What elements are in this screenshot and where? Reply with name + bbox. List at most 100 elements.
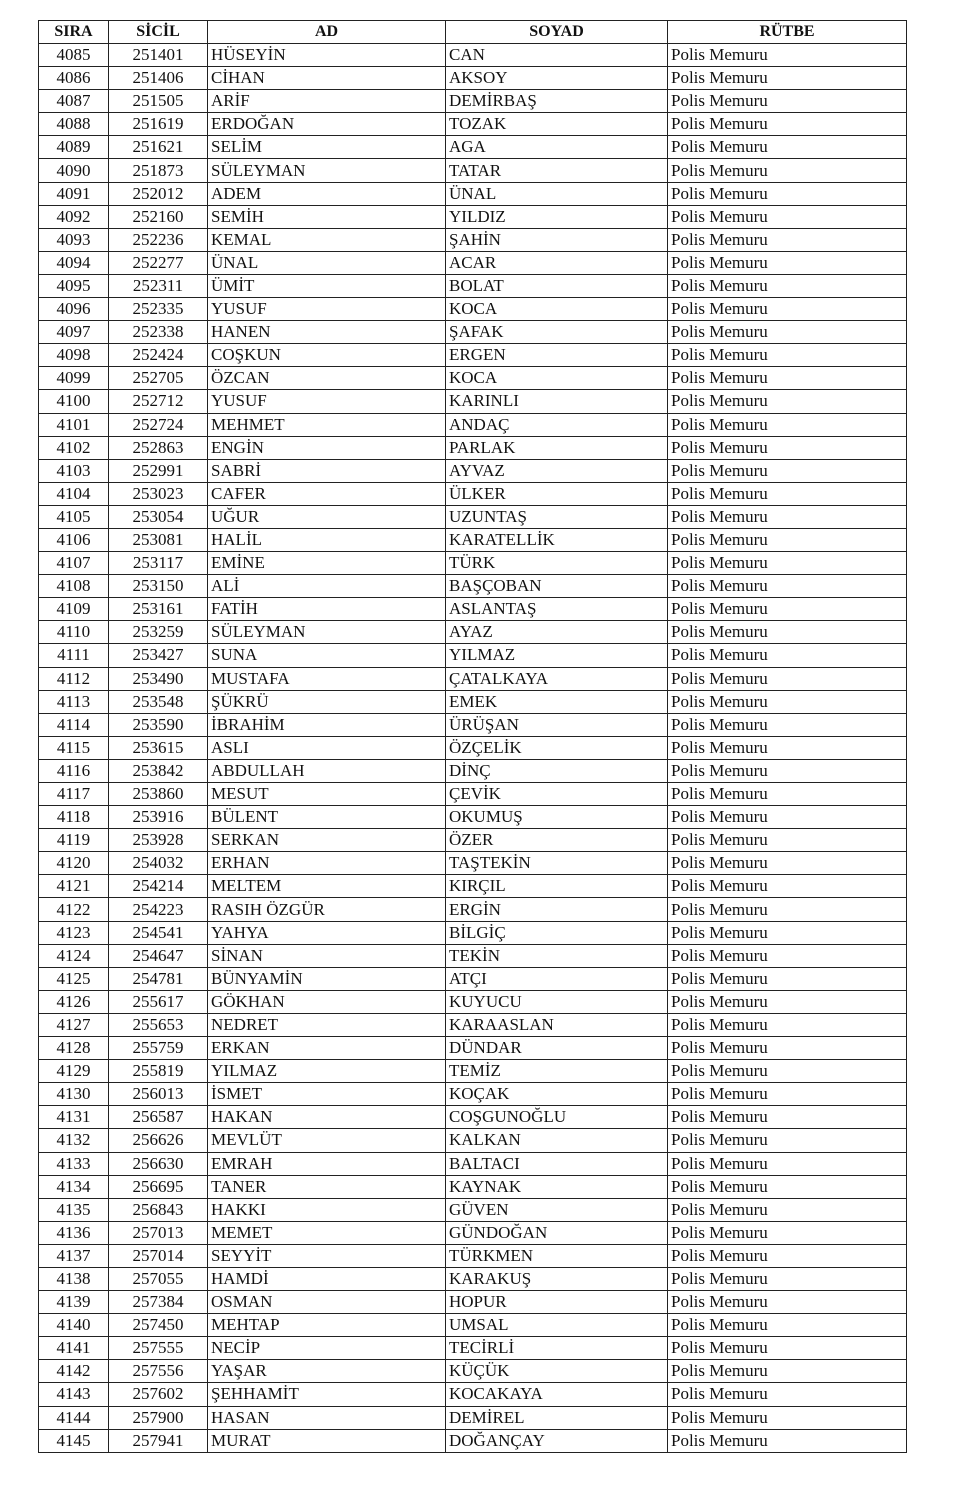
cell-sicil: 251406 (108, 66, 208, 91)
table-row: 4101 252724 MEHMET ANDAÇ Polis Memuru (38, 412, 907, 437)
cell-rutbe: Polis Memuru (667, 204, 907, 229)
cell-rutbe: Polis Memuru (667, 343, 907, 368)
cell-ad: SEYYİT (207, 1243, 446, 1268)
cell-sira: 4106 (38, 527, 109, 553)
cell-rutbe: Polis Memuru (667, 781, 907, 807)
cell-sicil: 255819 (108, 1059, 208, 1084)
cell-soyad: ERGİN (445, 897, 668, 922)
cell-sicil: 254223 (108, 897, 208, 922)
cell-sira: 4136 (38, 1220, 109, 1245)
cell-sicil: 255653 (108, 1012, 208, 1038)
cell-ad: SÜLEYMAN (207, 158, 446, 183)
table-row: 4089 251621 SELİM AGA Polis Memuru (38, 135, 907, 160)
cell-rutbe: Polis Memuru (667, 897, 907, 922)
cell-sicil: 254781 (108, 966, 208, 991)
cell-ad: İSMET (207, 1082, 446, 1107)
cell-ad: ALİ (207, 574, 446, 599)
cell-sira: 4134 (38, 1174, 109, 1199)
cell-sira: 4107 (38, 551, 109, 576)
cell-ad: BÜLENT (207, 805, 446, 830)
table-row: 4126 255617 GÖKHAN KUYUCU Polis Memuru (38, 989, 907, 1014)
cell-ad: FATİH (207, 597, 446, 622)
table-row: 4138 257055 HAMDİ KARAKUŞ Polis Memuru (38, 1266, 907, 1292)
cell-sicil: 251619 (108, 112, 208, 137)
cell-ad: ERHAN (207, 851, 446, 876)
cell-sicil: 252012 (108, 181, 208, 206)
table-row: 4115 253615 ASLI ÖZÇELİK Polis Memuru (38, 735, 907, 760)
cell-soyad: KARAASLAN (445, 1012, 668, 1038)
cell-rutbe: Polis Memuru (667, 1174, 907, 1199)
cell-sira: 4121 (38, 874, 109, 899)
table-row: 4117 253860 MESUT ÇEVİK Polis Memuru (38, 781, 907, 807)
cell-rutbe: Polis Memuru (667, 712, 907, 737)
cell-sicil: 253590 (108, 712, 208, 737)
cell-sira: 4129 (38, 1059, 109, 1084)
cell-sicil: 257556 (108, 1359, 208, 1384)
table-row: 4112 253490 MUSTAFA ÇATALKAYA Polis Memuru (38, 666, 907, 691)
cell-sicil: 257555 (108, 1336, 208, 1361)
cell-sira: 4142 (38, 1359, 109, 1384)
cell-sira: 4118 (38, 805, 109, 830)
cell-rutbe: Polis Memuru (667, 1313, 907, 1338)
cell-sira: 4143 (38, 1382, 109, 1407)
cell-ad: ADEM (207, 181, 446, 206)
cell-rutbe: Polis Memuru (667, 458, 907, 483)
cell-ad: CİHAN (207, 66, 446, 91)
header-sira: SIRA (38, 20, 109, 44)
cell-soyad: KUYUCU (445, 989, 668, 1014)
table-row: 4140 257450 MEHTAP UMSAL Polis Memuru (38, 1313, 907, 1338)
cell-sira: 4128 (38, 1036, 109, 1061)
cell-ad: ERKAN (207, 1036, 446, 1061)
table-row: 4119 253928 SERKAN ÖZER Polis Memuru (38, 828, 907, 853)
cell-rutbe: Polis Memuru (667, 112, 907, 137)
cell-sira: 4112 (38, 666, 109, 691)
cell-ad: SUNA (207, 643, 446, 668)
cell-ad: HAKAN (207, 1105, 446, 1130)
table-row: 4135 256843 HAKKI GÜVEN Polis Memuru (38, 1197, 907, 1222)
table-row: 4132 256626 MEVLÜT KALKAN Polis Memuru (38, 1128, 907, 1153)
table-row: 4090 251873 SÜLEYMAN TATAR Polis Memuru (38, 158, 907, 183)
cell-soyad: ERGEN (445, 343, 668, 368)
cell-sira: 4145 (38, 1428, 109, 1453)
table-row: 4120 254032 ERHAN TAŞTEKİN Polis Memuru (38, 851, 907, 876)
cell-rutbe: Polis Memuru (667, 666, 907, 691)
cell-soyad: ÇEVİK (445, 781, 668, 807)
cell-sira: 4098 (38, 343, 109, 368)
cell-sicil: 253161 (108, 597, 208, 622)
cell-sira: 4141 (38, 1336, 109, 1361)
cell-ad: NECİP (207, 1336, 446, 1361)
table-row: 4097 252338 HANEN ŞAFAK Polis Memuru (38, 320, 907, 345)
cell-rutbe: Polis Memuru (667, 574, 907, 599)
cell-rutbe: Polis Memuru (667, 1405, 907, 1430)
cell-sicil: 253427 (108, 643, 208, 668)
cell-soyad: KARAKUŞ (445, 1266, 668, 1292)
cell-soyad: KOCAKAYA (445, 1382, 668, 1407)
cell-soyad: AKSOY (445, 66, 668, 91)
cell-sicil: 252338 (108, 320, 208, 345)
table-row: 4127 255653 NEDRET KARAASLAN Polis Memuru (38, 1012, 907, 1038)
table-row: 4086 251406 CİHAN AKSOY Polis Memuru (38, 66, 907, 91)
cell-soyad: TOZAK (445, 112, 668, 137)
cell-sicil: 253928 (108, 828, 208, 853)
table-row: 4105 253054 UĞUR UZUNTAŞ Polis Memuru (38, 504, 907, 529)
cell-sicil: 253117 (108, 551, 208, 576)
cell-sira: 4138 (38, 1266, 109, 1292)
cell-sicil: 257014 (108, 1243, 208, 1268)
cell-soyad: OKUMUŞ (445, 805, 668, 830)
cell-sicil: 253916 (108, 805, 208, 830)
cell-sicil: 252424 (108, 343, 208, 368)
cell-sicil: 252705 (108, 366, 208, 391)
cell-rutbe: Polis Memuru (667, 366, 907, 391)
cell-sira: 4097 (38, 320, 109, 345)
cell-sira: 4124 (38, 943, 109, 968)
cell-ad: İBRAHİM (207, 712, 446, 737)
cell-rutbe: Polis Memuru (667, 1243, 907, 1268)
cell-soyad: ÇATALKAYA (445, 666, 668, 691)
cell-ad: CAFER (207, 481, 446, 506)
cell-soyad: TÜRKMEN (445, 1243, 668, 1268)
table-row: 4108 253150 ALİ BAŞÇOBAN Polis Memuru (38, 574, 907, 599)
cell-sicil: 251505 (108, 89, 208, 114)
cell-rutbe: Polis Memuru (667, 1290, 907, 1315)
cell-sicil: 252236 (108, 227, 208, 252)
cell-sira: 4086 (38, 66, 109, 91)
